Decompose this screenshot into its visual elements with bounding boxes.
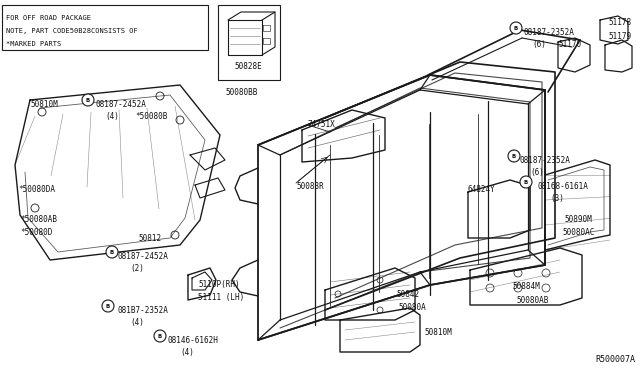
Text: 50890M: 50890M [564, 215, 592, 224]
Text: (4): (4) [130, 318, 144, 327]
Text: B: B [106, 304, 110, 308]
Text: 50080AC: 50080AC [562, 228, 595, 237]
Bar [2, 5, 208, 50]
Text: 5110P(RH): 5110P(RH) [198, 280, 239, 289]
Text: *MARKED PARTS: *MARKED PARTS [6, 41, 61, 47]
Text: *50080D: *50080D [20, 228, 52, 237]
Text: 51179: 51179 [608, 32, 631, 41]
Text: (6): (6) [532, 40, 546, 49]
Text: (6): (6) [530, 168, 544, 177]
Text: *50080AB: *50080AB [20, 215, 57, 224]
Text: *50080DA: *50080DA [18, 185, 55, 194]
Text: (4): (4) [180, 348, 194, 357]
Text: 50080AB: 50080AB [516, 296, 548, 305]
Text: B: B [524, 180, 528, 185]
Text: 50842: 50842 [396, 290, 419, 299]
Text: 50083R: 50083R [296, 182, 324, 191]
Text: 50812: 50812 [138, 234, 161, 243]
Text: (4): (4) [105, 112, 119, 121]
Text: 50828E: 50828E [234, 62, 262, 71]
Circle shape [508, 150, 520, 162]
Circle shape [106, 246, 118, 258]
Text: 08187-2352A: 08187-2352A [520, 156, 571, 165]
Text: (2): (2) [130, 264, 144, 273]
Text: 081B7-2352A: 081B7-2352A [118, 306, 169, 315]
Text: *50080B: *50080B [135, 112, 168, 121]
Text: B: B [512, 154, 516, 158]
Text: B: B [86, 97, 90, 103]
Text: 08187-2452A: 08187-2452A [118, 252, 169, 261]
Circle shape [520, 176, 532, 188]
Circle shape [510, 22, 522, 34]
Circle shape [102, 300, 114, 312]
Text: 08146-6162H: 08146-6162H [168, 336, 219, 345]
Text: B: B [110, 250, 114, 254]
Text: 08187-2352A: 08187-2352A [524, 28, 575, 37]
Text: 50080BB: 50080BB [225, 88, 257, 97]
Text: 74751X: 74751X [308, 120, 336, 129]
Text: R500007A: R500007A [595, 355, 635, 364]
Text: 50810M: 50810M [30, 100, 58, 109]
Text: 50080A: 50080A [398, 303, 426, 312]
Text: 50884M: 50884M [512, 282, 540, 291]
Text: NOTE, PART CODE50B28CONSISTS OF: NOTE, PART CODE50B28CONSISTS OF [6, 28, 138, 34]
Text: 51170: 51170 [558, 40, 581, 49]
Text: 08168-6161A: 08168-6161A [538, 182, 589, 191]
Text: B: B [514, 26, 518, 31]
Text: FOR OFF ROAD PACKAGE: FOR OFF ROAD PACKAGE [6, 15, 91, 21]
Text: 50810M: 50810M [424, 328, 452, 337]
Bar [218, 5, 280, 80]
Text: 51111 (LH): 51111 (LH) [198, 293, 244, 302]
Circle shape [82, 94, 94, 106]
Text: 08187-2452A: 08187-2452A [95, 100, 146, 109]
Text: (3): (3) [550, 194, 564, 203]
Circle shape [154, 330, 166, 342]
Text: 64824Y: 64824Y [468, 185, 496, 194]
Text: B: B [158, 334, 162, 339]
Text: 51178: 51178 [608, 18, 631, 27]
